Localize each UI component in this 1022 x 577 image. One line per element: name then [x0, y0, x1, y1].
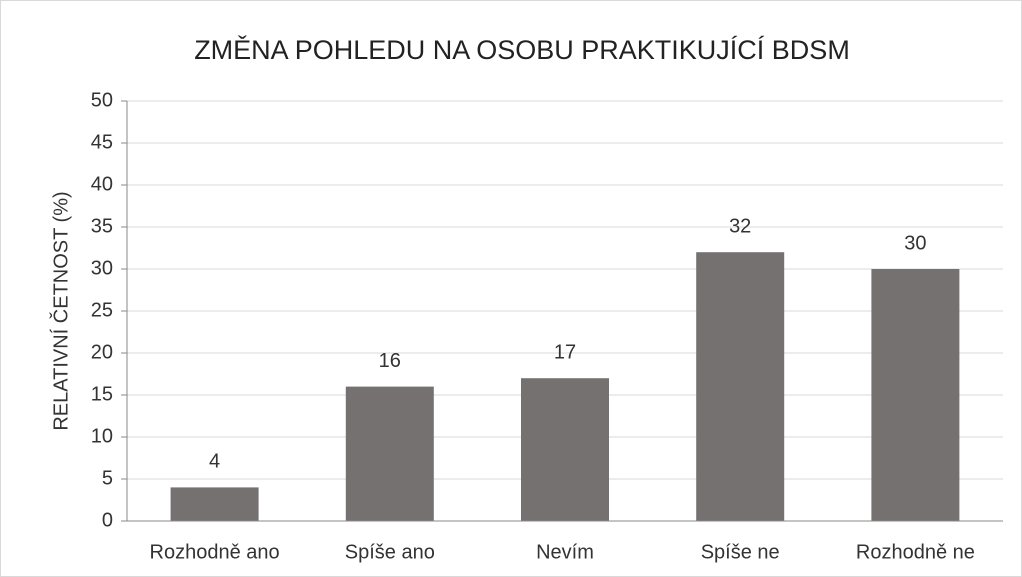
data-label: 17 — [554, 341, 576, 363]
data-label: 30 — [904, 232, 926, 254]
y-tick-label: 45 — [91, 131, 113, 153]
x-tick-label: Nevím — [536, 541, 594, 563]
bar — [521, 378, 609, 521]
y-tick-label: 30 — [91, 257, 113, 279]
bar — [871, 269, 960, 521]
y-tick-label: 5 — [102, 467, 113, 489]
y-tick-label: 15 — [91, 383, 113, 405]
y-tick-label: 40 — [91, 173, 113, 195]
y-tick-label: 0 — [102, 509, 113, 531]
data-label: 4 — [209, 451, 220, 473]
bar — [696, 252, 785, 521]
y-tick-label: 25 — [91, 299, 113, 321]
x-tick-label: Spíše ano — [345, 541, 435, 563]
x-tick-label: Rozhodně ne — [856, 541, 975, 563]
data-label: 32 — [729, 215, 751, 237]
y-tick-label: 35 — [91, 215, 113, 237]
bar — [345, 386, 434, 521]
y-tick-label: 10 — [91, 425, 113, 447]
x-tick-label: Spíše ne — [701, 541, 780, 563]
y-tick-label: 20 — [91, 341, 113, 363]
chart-title: ZMĚNA POHLEDU NA OSOBU PRAKTIKUJÍCÍ BDSM — [194, 34, 850, 65]
y-tick-label: 50 — [91, 89, 113, 111]
x-tick-label: Rozhodně ano — [150, 541, 280, 563]
y-axis-label: RELATIVNÍ ČETNOST (%) — [49, 191, 72, 430]
data-label: 16 — [379, 350, 401, 372]
bar — [170, 487, 259, 521]
